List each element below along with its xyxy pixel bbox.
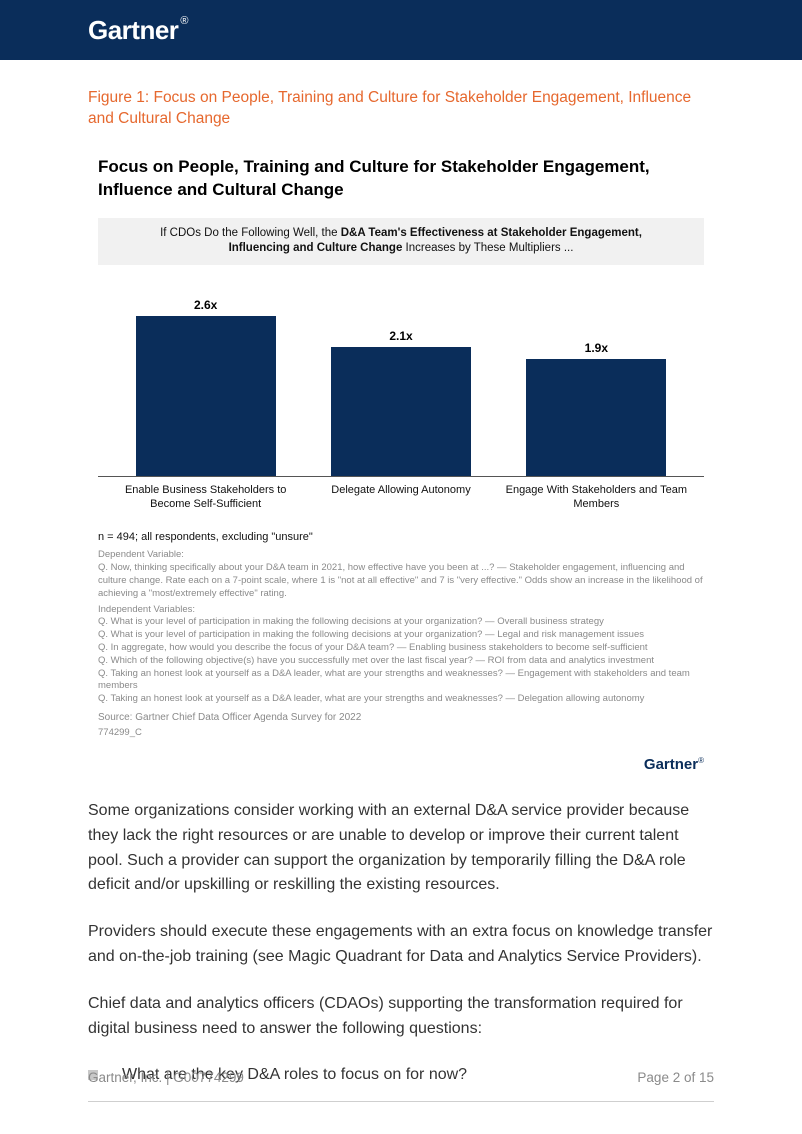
independent-variable-5: Q. Taking an honest look at yourself as … — [98, 668, 704, 694]
figure-caption: Figure 1: Focus on People, Training and … — [88, 88, 714, 130]
bar-chart: 2.6x 2.1x 1.9x Enable Business Stakeholder… — [88, 265, 714, 512]
source-line: Source: Gartner Chief Data Officer Agend… — [98, 712, 704, 723]
logo-text: Gartner — [88, 15, 178, 45]
footer-left: Gartner, Inc. | G00774299 — [88, 1070, 244, 1085]
chart-title: Focus on People, Training and Culture fo… — [88, 156, 714, 202]
bar — [526, 359, 666, 476]
independent-variables-heading: Independent Variables: — [98, 604, 704, 617]
independent-variable-6: Q. Taking an honest look at yourself as … — [98, 693, 704, 706]
chart-subtitle: If CDOs Do the Following Well, the D&A T… — [128, 226, 674, 257]
bar-column: 1.9x — [499, 341, 694, 476]
sample-size-note: n = 494; all respondents, excluding "uns… — [98, 531, 704, 543]
page-content: Figure 1: Focus on People, Training and … — [0, 60, 802, 1088]
reference-code: 774299_C — [98, 727, 704, 738]
footnotes: Dependent Variable: Q. Now, thinking spe… — [98, 549, 704, 706]
dependent-variable-text: Q. Now, thinking specifically about your… — [98, 562, 704, 600]
page-header: Gartner® — [0, 0, 802, 60]
gartner-logo: Gartner® — [88, 15, 188, 46]
chart-subtitle-pre: If CDOs Do the Following Well, the — [160, 227, 341, 239]
bar — [136, 316, 276, 476]
footer-divider — [88, 1101, 714, 1102]
paragraph-3: Chief data and analytics officers (CDAOs… — [88, 992, 714, 1042]
bar-value-label: 2.1x — [389, 329, 412, 343]
independent-variable-4: Q. Which of the following objective(s) h… — [98, 655, 704, 668]
bar-labels-row: Enable Business Stakeholders to Become S… — [98, 477, 704, 512]
chart-subtitle-post: Increases by These Multipliers ... — [402, 242, 573, 254]
footer-row: Gartner, Inc. | G00774299 Page 2 of 15 — [88, 1070, 714, 1085]
bar-category-label: Delegate Allowing Autonomy — [303, 483, 498, 512]
paragraph-2: Providers should execute these engagemen… — [88, 920, 714, 970]
footer-right: Page 2 of 15 — [637, 1070, 714, 1085]
bars-row: 2.6x 2.1x 1.9x — [98, 277, 704, 477]
mini-logo-text: Gartner — [644, 756, 698, 773]
paragraph-1: Some organizations consider working with… — [88, 799, 714, 898]
registered-mark: ® — [180, 15, 188, 27]
bar — [331, 347, 471, 476]
independent-variable-2: Q. What is your level of participation i… — [98, 629, 704, 642]
bar-column: 2.6x — [108, 298, 303, 476]
page: Gartner® Figure 1: Focus on People, Trai… — [0, 0, 802, 1134]
page-footer: Gartner, Inc. | G00774299 Page 2 of 15 — [88, 1070, 714, 1102]
independent-variable-1: Q. What is your level of participation i… — [98, 616, 704, 629]
chart-subtitle-bar: If CDOs Do the Following Well, the D&A T… — [98, 218, 704, 265]
independent-variable-3: Q. In aggregate, how would you describe … — [98, 642, 704, 655]
body-text: Some organizations consider working with… — [88, 799, 714, 1088]
bar-category-label: Engage With Stakeholders and Team Member… — [499, 483, 694, 512]
bar-column: 2.1x — [303, 329, 498, 476]
dependent-variable-heading: Dependent Variable: — [98, 549, 704, 562]
bar-value-label: 2.6x — [194, 298, 217, 312]
registered-mark-small: ® — [698, 756, 704, 765]
bar-category-label: Enable Business Stakeholders to Become S… — [108, 483, 303, 512]
gartner-mini-logo: Gartner® — [88, 756, 704, 773]
bar-value-label: 1.9x — [585, 341, 608, 355]
